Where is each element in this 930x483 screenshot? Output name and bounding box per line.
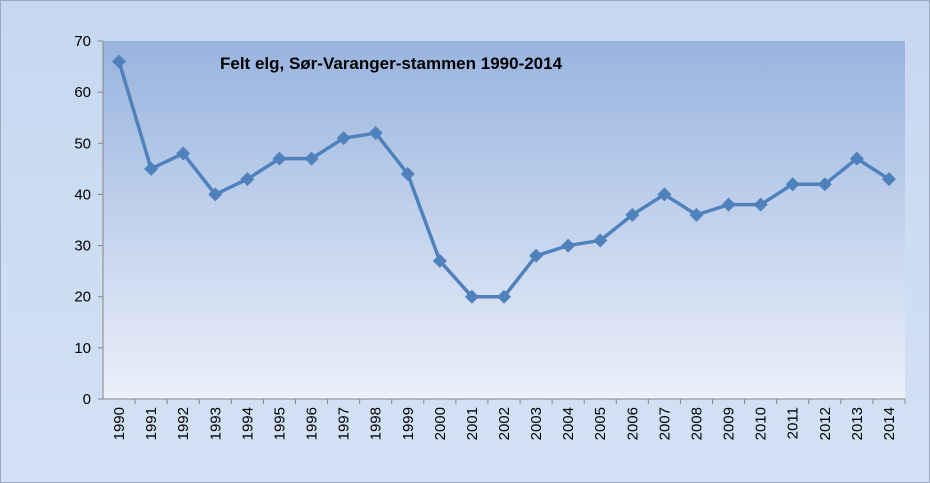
x-tick-label: 2001 (464, 407, 481, 440)
x-tick-label: 2011 (785, 407, 802, 439)
data-point (753, 197, 768, 212)
x-tick-label: 1993 (207, 407, 224, 440)
y-tick-label: 10 (74, 340, 91, 357)
data-point (529, 248, 544, 263)
y-tick-label: 60 (74, 84, 91, 101)
x-tick-label: 1999 (400, 407, 417, 440)
y-tick-label: 30 (74, 238, 91, 255)
data-point (464, 289, 479, 304)
data-point (593, 233, 608, 248)
data-point (817, 177, 832, 192)
data-point (336, 131, 351, 146)
y-tick-label: 70 (74, 33, 91, 50)
data-point (689, 207, 704, 222)
plot-area (103, 41, 905, 399)
chart-title: Felt elg, Sør-Varanger-stammen 1990-2014 (220, 54, 563, 73)
x-tick-label: 1992 (175, 407, 192, 440)
data-point (240, 172, 255, 187)
x-tick-label: 1997 (336, 407, 353, 440)
x-tick-label: 2005 (592, 407, 609, 440)
x-tick-label: 1994 (239, 407, 256, 440)
y-tick-label: 0 (83, 391, 91, 408)
data-point (849, 151, 864, 166)
data-point (304, 151, 319, 166)
data-point (432, 253, 447, 268)
x-tick-label: 1990 (111, 407, 128, 440)
x-tick-label: 1995 (271, 407, 288, 440)
x-tick-label: 1991 (143, 407, 160, 440)
data-point (208, 187, 223, 202)
data-point (785, 177, 800, 192)
y-tick-label: 40 (74, 186, 91, 203)
data-point (368, 126, 383, 141)
data-point (272, 151, 287, 166)
y-tick-label: 50 (74, 135, 91, 152)
x-tick-label: 2008 (688, 407, 705, 440)
y-tick-label: 20 (74, 289, 91, 306)
data-point (497, 289, 511, 304)
x-tick-label: 2000 (432, 407, 449, 440)
data-point (176, 146, 191, 161)
data-point (657, 187, 672, 202)
x-tick-label: 1996 (304, 407, 321, 440)
x-tick-label: 2006 (624, 407, 641, 440)
data-point (561, 238, 576, 253)
x-tick-label: 2003 (528, 407, 545, 440)
x-tick-label: 2004 (560, 407, 577, 440)
data-point (881, 172, 896, 187)
x-tick-label: 2012 (817, 407, 834, 440)
x-tick-label: 1998 (368, 407, 385, 440)
data-point (144, 161, 159, 176)
data-point (112, 54, 127, 69)
x-tick-label: 2002 (496, 407, 513, 440)
data-point (400, 166, 415, 181)
x-tick-label: 2014 (881, 407, 898, 440)
x-tick-label: 2009 (721, 407, 738, 440)
data-point (625, 207, 640, 222)
x-tick-label: 2010 (753, 407, 770, 440)
data-point (721, 197, 736, 212)
x-tick-label: 2007 (656, 407, 673, 440)
x-tick-label: 2013 (849, 407, 866, 440)
